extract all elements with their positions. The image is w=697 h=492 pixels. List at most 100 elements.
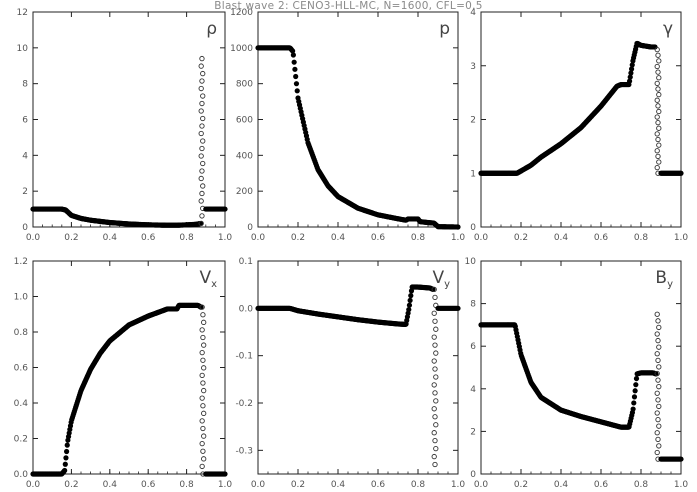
y-tick-label: 200 [236, 187, 253, 197]
shock-data-point [655, 397, 661, 403]
shock-data-point [198, 85, 204, 92]
x-tick-label: 1.0 [218, 480, 233, 490]
shock-data-point [199, 55, 205, 62]
y-tick-label: 0 [22, 223, 28, 233]
shock-data-point [200, 448, 206, 454]
data-point [630, 406, 636, 412]
y-tick-label: 0 [470, 223, 476, 233]
variable-symbol: p [439, 19, 450, 39]
shock-data-point [654, 449, 660, 456]
chart-panel-5: 0.0 0.2 0.4 0.6 0.8 1.0 -0.3 -0.2 -0.1 0.0 0.1 Vy [235, 257, 465, 490]
shock-data-point [199, 168, 205, 174]
shock-data-point [655, 103, 661, 109]
x-tick-label: 0.0 [251, 480, 266, 490]
shock-data-point [200, 312, 206, 318]
data-point [291, 59, 297, 65]
x-tick-label: 0.6 [371, 233, 386, 243]
y-tick-label: -0.3 [235, 446, 253, 456]
shock-data-point [431, 406, 437, 412]
shock-data-point [199, 327, 205, 333]
y-tick-label: 800 [236, 80, 253, 90]
shock-data-point [199, 100, 205, 107]
panel-variable-label: γ [663, 19, 673, 39]
x-tick-label: 0.6 [594, 233, 609, 243]
shock-data-point [655, 377, 661, 383]
shock-data-point [201, 433, 207, 439]
shock-data-point [431, 453, 437, 460]
shock-data-point [656, 403, 662, 410]
chart-panel-6: 0.0 0.2 0.4 0.6 0.8 1.0 0 2 4 6 8 10 By [465, 257, 689, 490]
panel-variable-label: By [655, 268, 673, 290]
data-point [430, 286, 436, 292]
data-point [406, 302, 413, 308]
plot-frame [480, 11, 682, 228]
x-tick-label: 1.0 [451, 233, 466, 243]
shock-data-point [433, 374, 439, 380]
x-tick-label: 0.0 [26, 233, 41, 243]
data-point [294, 88, 300, 94]
panel-variable-label: ρ [206, 19, 217, 39]
shock-data-point [200, 138, 206, 144]
shock-data-point [655, 86, 661, 92]
shock-data-point [198, 153, 204, 159]
shock-data-point [654, 370, 660, 377]
variable-symbol: ρ [206, 19, 217, 39]
y-tick-label: 0 [247, 223, 253, 233]
shock-data-point [655, 153, 661, 160]
variable-symbol: V [199, 268, 211, 288]
shock-data-point [200, 93, 206, 99]
shock-data-point [201, 365, 207, 371]
shock-data-point [198, 63, 204, 69]
y-tick-label: 400 [236, 151, 253, 161]
shock-data-point [654, 430, 660, 436]
shock-data-point [199, 372, 205, 379]
chart-panel-2: 0.0 0.2 0.4 0.6 0.8 1.0 0 200 400 600 800 1000 1200 p [230, 8, 465, 243]
data-point [627, 74, 633, 80]
shock-data-point [655, 416, 661, 423]
x-tick-label: 0.6 [141, 233, 156, 243]
x-tick-label: 0.4 [103, 480, 118, 490]
x-tick-label: 1.0 [674, 480, 689, 490]
y-tick-label: 0.0 [14, 470, 29, 480]
panel-variable-label: Vx [199, 268, 217, 290]
shock-data-point [431, 430, 437, 436]
y-tick-label: 1.2 [14, 257, 28, 267]
data-point [198, 304, 204, 310]
x-tick-label: 0.2 [64, 480, 78, 490]
y-tick-label: 10 [17, 44, 29, 54]
y-tick-label: 0.6 [14, 364, 29, 374]
shock-data-point [656, 443, 662, 449]
y-tick-label: 2 [22, 187, 28, 197]
shock-data-point [655, 69, 661, 75]
shock-data-point [433, 422, 439, 428]
x-tick-label: 0.4 [554, 233, 569, 243]
y-tick-label: 4 [470, 8, 476, 18]
data-point [678, 456, 684, 462]
shock-data-point [432, 414, 438, 420]
data-point [62, 467, 68, 474]
shock-data-point [198, 108, 204, 114]
data-point [626, 78, 633, 84]
shock-data-point [654, 131, 660, 137]
shock-data-point [200, 357, 206, 363]
shock-data-point [199, 190, 205, 197]
shock-data-point [656, 91, 662, 98]
shock-data-point [198, 130, 204, 137]
shock-data-point [656, 108, 662, 115]
shock-data-point [655, 52, 661, 58]
y-tick-label: 0 [470, 470, 476, 480]
data-point [63, 455, 69, 461]
shock-data-point [656, 125, 662, 131]
x-tick-label: 1.0 [451, 480, 466, 490]
shock-data-point [433, 398, 439, 404]
shock-data-point [198, 220, 204, 227]
variable-subscript: y [667, 279, 673, 290]
shock-data-point [655, 318, 661, 324]
shock-data-point [432, 461, 438, 468]
data-point [290, 52, 296, 58]
shock-data-point [654, 311, 660, 317]
chart-panel-4: 0.0 0.2 0.4 0.6 0.8 1.0 0.0 0.2 0.4 0.6 0.8 1.0 1.2 V… [14, 257, 233, 490]
data-point [64, 448, 70, 455]
shock-data-point [655, 436, 661, 442]
shock-data-point [654, 148, 660, 154]
